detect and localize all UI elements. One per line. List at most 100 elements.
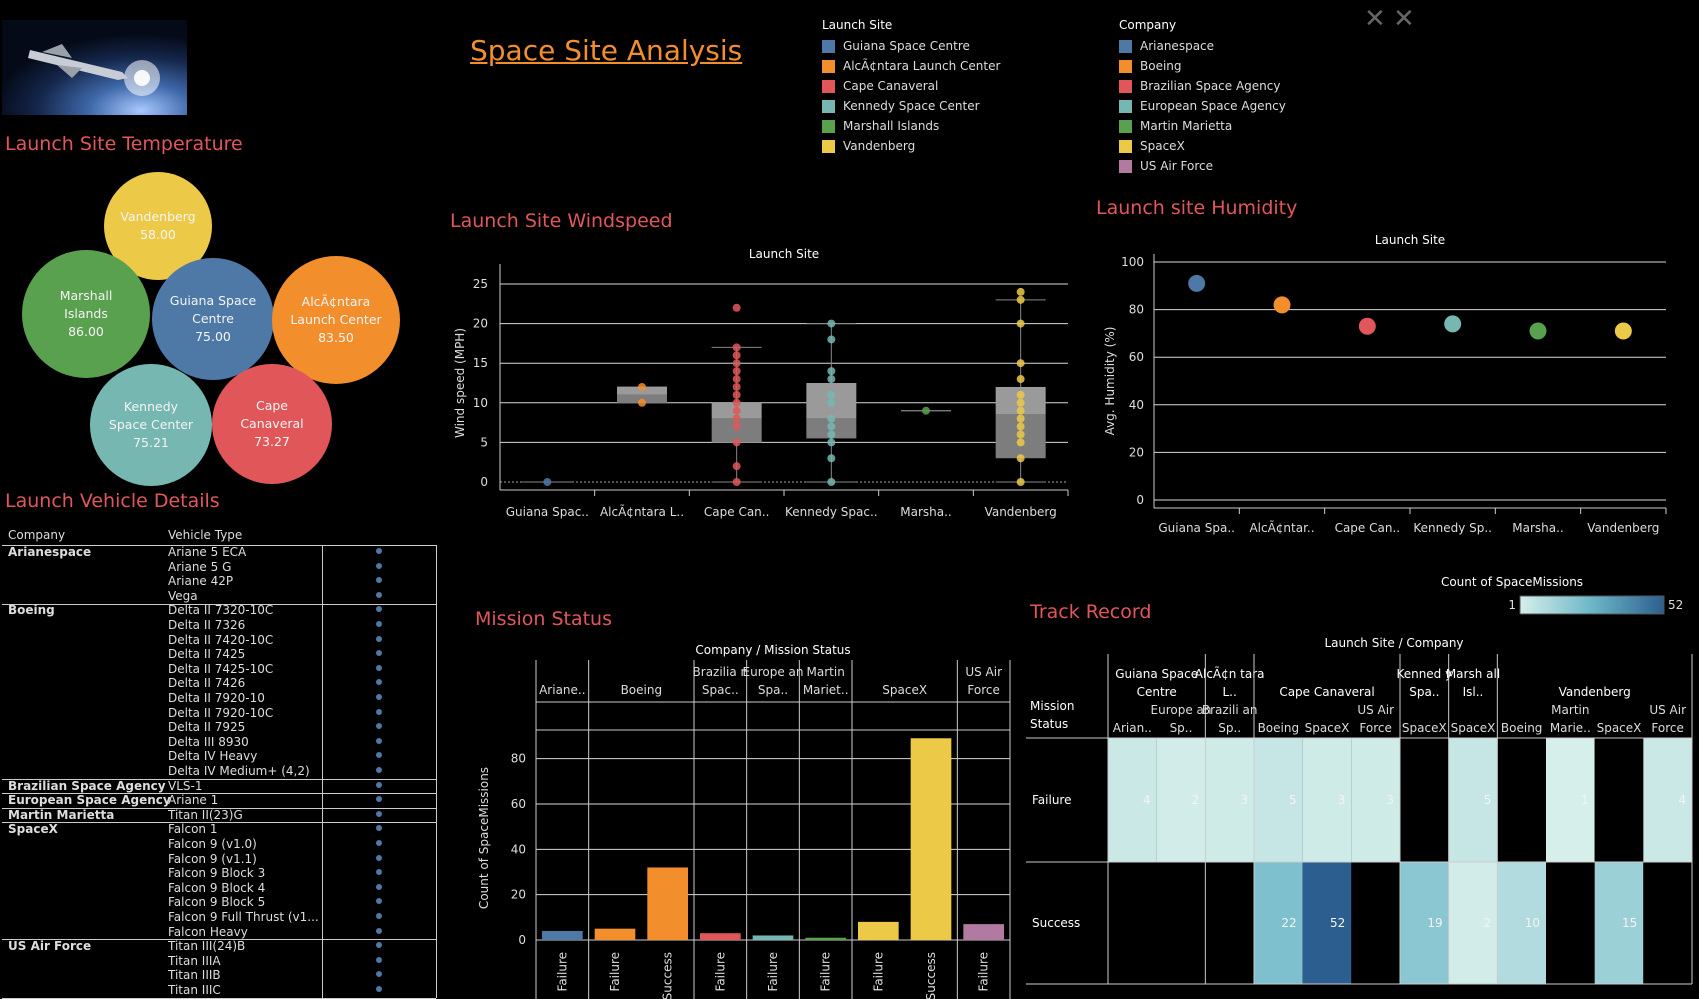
wind-point <box>543 478 552 486</box>
heatmap-value: 2 <box>1192 793 1200 807</box>
vehicle-dot[interactable] <box>376 752 382 759</box>
legend-company-item[interactable]: US Air Force <box>1119 156 1286 176</box>
heatmap-cell <box>1594 862 1644 984</box>
legend-company-item[interactable]: Arianespace <box>1119 36 1286 56</box>
wind-point <box>732 367 741 376</box>
legend-site-item[interactable]: Cape Canaveral <box>822 76 1000 96</box>
wind-point <box>1016 359 1025 368</box>
legend-label: Guiana Space Centre <box>843 39 970 53</box>
vehicle-dot[interactable] <box>376 679 382 686</box>
legend-company-item[interactable]: European Space Agency <box>1119 96 1286 116</box>
wind-point <box>1016 406 1025 415</box>
legend-label: Brazilian Space Agency <box>1140 79 1281 93</box>
heatmap-value: 5 <box>1484 793 1492 807</box>
vehicle-dot[interactable] <box>376 810 382 817</box>
wind-point <box>732 422 741 431</box>
legend-site-item[interactable]: Kennedy Space Center <box>822 96 1000 116</box>
vehicle-dot[interactable] <box>376 767 382 773</box>
legend-company-item[interactable]: Brazilian Space Agency <box>1119 76 1286 96</box>
temperature-bubble-chart: Vandenberg 58.00 Marshall Islands 86.00 Guia… <box>0 160 420 490</box>
vehicle-dot[interactable] <box>376 986 382 992</box>
heatmap-cell <box>1302 738 1352 862</box>
vehicle-dot[interactable] <box>376 869 382 876</box>
column-label: SpaceX <box>1305 721 1350 735</box>
heatmap-value: 22 <box>1281 916 1296 930</box>
column-label: Marie.. <box>1550 721 1591 735</box>
vehicle-dot[interactable] <box>376 956 382 963</box>
windspeed-chart: Launch Site Wind speed (MPH) 0 5 10 15 20 25 Gui… <box>453 247 1069 519</box>
vehicle-dot[interactable] <box>376 650 382 657</box>
y-tick-label: 20 <box>473 317 488 331</box>
close-icon-secondary[interactable]: ✕ <box>1393 4 1415 34</box>
legend-site-item[interactable]: Vandenberg <box>822 136 1000 156</box>
bubble-name: Marshall Islands <box>59 288 113 321</box>
vehicle-dot[interactable] <box>376 927 382 934</box>
vehicle-dot[interactable] <box>376 635 382 642</box>
vehicle-dot[interactable] <box>376 548 382 554</box>
wind-point <box>827 414 836 423</box>
vehicle-dot[interactable] <box>376 723 382 730</box>
vehicle-type: Delta II 7320-10C <box>168 603 274 618</box>
temperature-bubble[interactable]: Guiana Space Centre 75.00 <box>152 258 274 380</box>
header-image <box>2 20 187 115</box>
vehicle-dot[interactable] <box>376 577 382 584</box>
vehicle-dot[interactable] <box>376 942 382 949</box>
wind-point <box>827 430 836 439</box>
wind-point <box>732 375 741 384</box>
legend-swatch <box>1119 99 1132 113</box>
temperature-bubble[interactable]: Cape Canaveral 73.27 <box>212 364 332 484</box>
page-title[interactable]: Space Site Analysis <box>470 34 743 67</box>
vehicle-type: Delta II 7920-10 <box>168 691 265 705</box>
vehicle-type: Delta II 7425-10C <box>168 661 274 676</box>
y-tick-label: 80 <box>511 752 526 766</box>
vehicle-dot[interactable] <box>376 840 382 846</box>
heatmap-cell <box>1546 738 1595 862</box>
column-label: Europe an <box>1151 703 1212 717</box>
vehicle-dot[interactable] <box>376 781 382 788</box>
temperature-bubble[interactable]: Marshall Islands 86.00 <box>22 250 150 378</box>
heatmap-legend-bar <box>1519 595 1665 615</box>
vehicle-dot[interactable] <box>376 664 382 671</box>
vehicle-type: Delta II 7425 <box>168 647 246 662</box>
section-title-temperature: Launch Site Temperature <box>5 133 243 155</box>
heatmap-cell <box>1254 738 1303 862</box>
vehicle-dot[interactable] <box>376 913 382 919</box>
heatmap-value: 1 <box>1581 793 1589 807</box>
vehicle-dot[interactable] <box>376 591 382 598</box>
vehicle-dot[interactable] <box>376 621 382 627</box>
temperature-bubble[interactable]: AlcÃ¢ntara Launch Center 83.50 <box>272 256 400 384</box>
legend-site-item[interactable]: Guiana Space Centre <box>822 36 1000 56</box>
vehicle-dot[interactable] <box>376 883 382 890</box>
temperature-bubble[interactable]: Kennedy Space Center 75.21 <box>90 364 212 486</box>
heatmap-cell <box>1448 738 1498 862</box>
legend-company-item[interactable]: Boeing <box>1119 56 1286 76</box>
group-label: Brazilia n <box>693 665 749 679</box>
y-tick-label: 80 <box>1129 303 1144 317</box>
legend-title: Company <box>1119 18 1177 32</box>
legend-company-item[interactable]: Martin Marietta <box>1119 116 1286 136</box>
legend-site-item[interactable]: AlcÃ¢ntara Launch Center <box>822 56 1000 76</box>
vehicle-type: Delta IV Medium+ (4,2) <box>168 764 310 778</box>
vehicle-dot[interactable] <box>376 694 382 700</box>
vehicle-right-border <box>436 603 437 779</box>
vehicle-dot[interactable] <box>376 708 382 715</box>
legend-label: US Air Force <box>1140 159 1213 173</box>
vehicle-type: Falcon 9 Block 3 <box>168 866 266 881</box>
vehicle-column-divider <box>322 545 323 604</box>
legend-company-item[interactable]: SpaceX <box>1119 136 1286 156</box>
vehicle-dot[interactable] <box>376 737 382 744</box>
close-icon[interactable]: ✕ <box>1364 4 1386 34</box>
vehicle-dot[interactable] <box>376 825 382 832</box>
vehicle-dot[interactable] <box>376 562 382 569</box>
vehicle-column-divider <box>322 807 323 823</box>
vehicle-dot[interactable] <box>376 796 382 803</box>
vehicle-dot[interactable] <box>376 606 382 613</box>
x-tick-label: Vandenberg <box>985 505 1057 519</box>
vehicle-dot[interactable] <box>376 854 382 861</box>
vehicle-table: Company Vehicle Type Arianespace Ariane 5… <box>0 522 440 999</box>
legend-site-item[interactable]: Marshall Islands <box>822 116 1000 136</box>
vehicle-dot[interactable] <box>376 971 382 978</box>
vehicle-type: Falcon 1 <box>168 822 218 837</box>
vehicle-dot[interactable] <box>376 898 382 905</box>
y-tick-label: 40 <box>511 842 526 856</box>
